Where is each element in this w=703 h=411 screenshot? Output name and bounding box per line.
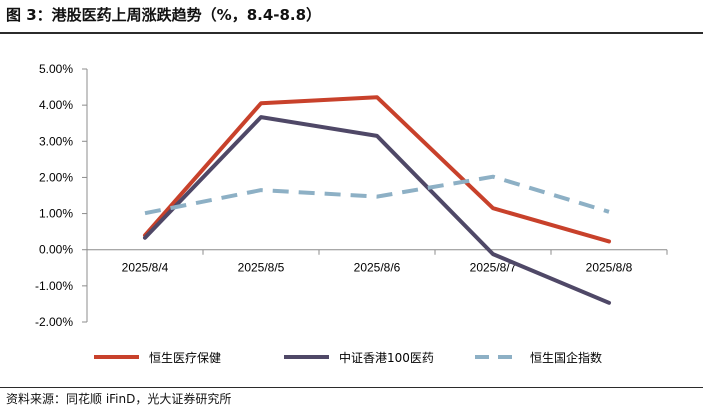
series-line-1 bbox=[143, 95, 611, 244]
y-tick-label: 4.00% bbox=[39, 98, 73, 112]
x-tick-labels: 2025/8/4 2025/8/5 2025/8/6 2025/8/7 2025/8/8 bbox=[122, 261, 633, 275]
y-tick-label: 2.00% bbox=[39, 170, 73, 184]
x-tick-label: 2025/8/8 bbox=[586, 261, 633, 275]
legend: 恒生医疗保健 中证香港100医药 恒生国企指数 bbox=[94, 350, 602, 365]
x-tick-label: 2025/8/7 bbox=[470, 261, 517, 275]
y-tick-labels: 5.00% 4.00% 3.00% 2.00% 1.00% 0.00% -1.00% -2.0… bbox=[35, 62, 73, 329]
x-tick-label: 2025/8/6 bbox=[354, 261, 401, 275]
y-tick-label: 5.00% bbox=[39, 62, 73, 76]
chart-axes bbox=[82, 68, 668, 323]
y-tick-label: 0.00% bbox=[39, 243, 73, 257]
x-tick-label: 2025/8/5 bbox=[238, 261, 285, 275]
source-note: 资料来源：同花顺 iFinD，光大证券研究所 bbox=[6, 392, 232, 406]
series-line-3 bbox=[144, 174, 610, 216]
title-rule bbox=[0, 32, 703, 34]
x-tick-label: 2025/8/4 bbox=[122, 261, 169, 275]
series-lines bbox=[143, 95, 611, 305]
y-tick-label: -1.00% bbox=[35, 279, 73, 293]
legend-label-3: 恒生国企指数 bbox=[530, 350, 602, 365]
y-tick-label: 1.00% bbox=[39, 207, 73, 221]
legend-label-1: 恒生医疗保健 bbox=[149, 351, 221, 365]
y-tick-label: -2.00% bbox=[35, 315, 73, 329]
figure-title: 图 3：港股医药上周涨跌趋势（%，8.4-8.8） bbox=[6, 6, 322, 24]
source-rule bbox=[0, 387, 703, 388]
legend-label-2: 中证香港100医药 bbox=[339, 350, 434, 365]
series-line-2 bbox=[143, 115, 611, 305]
y-tick-label: 3.00% bbox=[39, 134, 73, 148]
